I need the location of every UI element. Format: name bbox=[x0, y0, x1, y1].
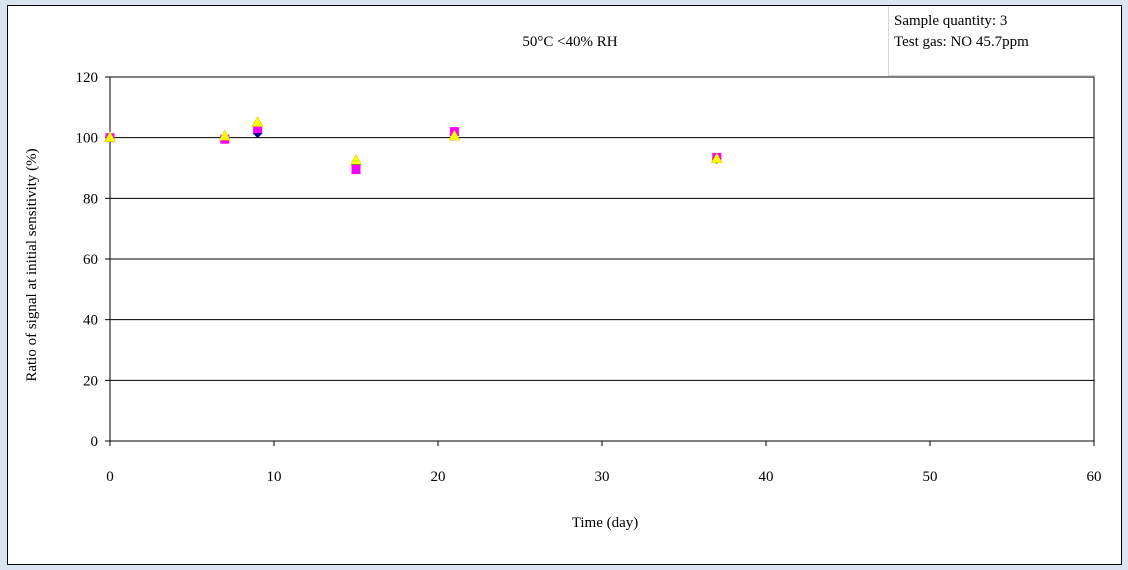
data-point-triangle bbox=[350, 153, 362, 165]
x-tick-label: 20 bbox=[431, 469, 446, 485]
y-tick-label: 60 bbox=[83, 252, 98, 268]
data-point-square bbox=[253, 124, 263, 134]
y-tick-label: 100 bbox=[76, 131, 99, 147]
data-point-triangle bbox=[251, 115, 264, 127]
chart-title: 50°C <40% RH bbox=[522, 34, 617, 50]
data-markers bbox=[104, 115, 723, 175]
grid-lines bbox=[110, 137, 1094, 381]
sample-info-box: Sample quantity: 3 Test gas: NO 45.7ppm bbox=[888, 6, 1096, 76]
data-point-triangle bbox=[448, 129, 461, 141]
x-tick-label: 10 bbox=[267, 469, 282, 485]
x-tick-label: 60 bbox=[1087, 469, 1102, 485]
data-point-triangle bbox=[104, 131, 116, 142]
y-axis-label: Ratio of signal at initial sensitivity (… bbox=[24, 148, 40, 381]
y-tick-label: 20 bbox=[83, 373, 98, 389]
sample-quantity-text: Sample quantity: 3 bbox=[894, 13, 1008, 29]
x-tick-label: 0 bbox=[106, 469, 114, 485]
test-gas-text: Test gas: NO 45.7ppm bbox=[894, 34, 1029, 50]
y-tick-label: 120 bbox=[76, 70, 99, 86]
data-point-square bbox=[351, 165, 361, 175]
y-axis-ticks: 0 20 40 60 80 100 120 bbox=[76, 70, 110, 450]
data-point-triangle bbox=[710, 152, 723, 164]
x-axis-ticks: 0 10 20 30 40 50 60 bbox=[106, 441, 1102, 485]
chart-frame: 50°C <40% RH 0 20 40 60 80 100 120 0 10 20 30 40 50… bbox=[7, 5, 1122, 565]
y-tick-label: 80 bbox=[83, 191, 98, 207]
x-tick-label: 30 bbox=[595, 469, 610, 485]
chart: 50°C <40% RH 0 20 40 60 80 100 120 0 10 20 30 40 50… bbox=[24, 34, 1102, 531]
x-axis-label: Time (day) bbox=[572, 515, 639, 531]
y-tick-label: 40 bbox=[83, 313, 98, 329]
x-tick-label: 50 bbox=[923, 469, 938, 485]
y-tick-label: 0 bbox=[91, 434, 99, 450]
x-tick-label: 40 bbox=[759, 469, 774, 485]
data-point-triangle bbox=[218, 129, 231, 141]
